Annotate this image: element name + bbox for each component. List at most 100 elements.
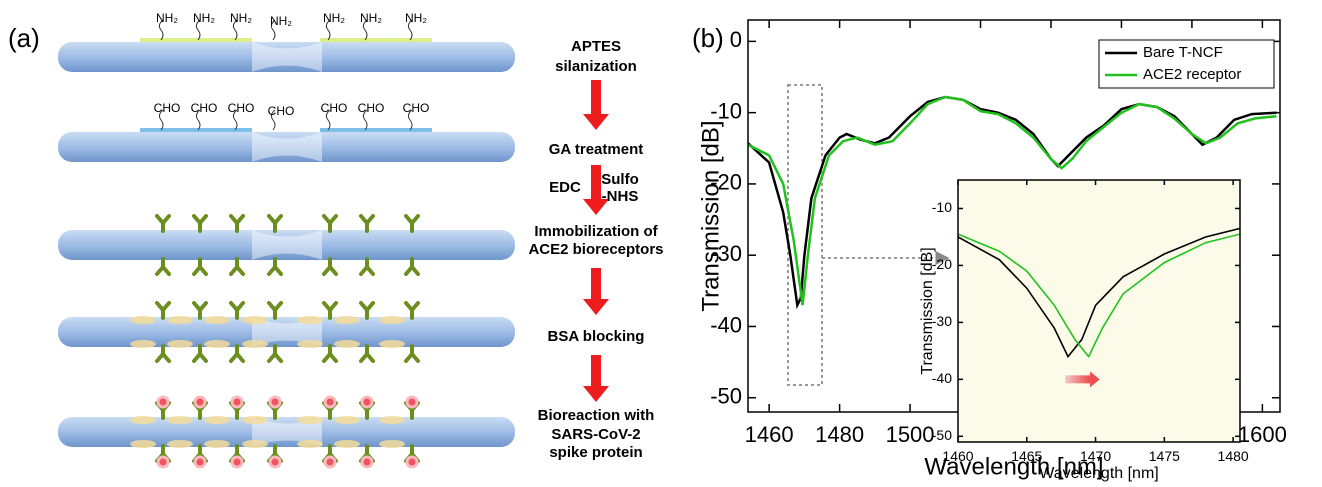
bsa <box>130 440 156 448</box>
step-label: silanization <box>555 58 637 75</box>
linker <box>407 19 413 41</box>
bsa <box>130 416 156 424</box>
taper <box>252 317 322 347</box>
linker <box>195 109 201 131</box>
x-tick-label: 1465 <box>1011 448 1042 464</box>
linker <box>362 19 368 41</box>
shift-arrow <box>1065 375 1091 384</box>
bioreceptor <box>155 301 171 320</box>
bsa <box>297 340 323 348</box>
spike-protein <box>230 395 244 409</box>
fiber-row <box>58 214 515 276</box>
bioreceptor <box>359 344 375 363</box>
group-label: CHO <box>268 104 295 118</box>
group-label: NH₂ <box>156 11 178 25</box>
bioreceptor <box>155 344 171 363</box>
spike-protein <box>405 395 419 409</box>
series-line <box>748 95 1277 306</box>
linker <box>407 109 413 131</box>
bsa <box>379 340 405 348</box>
bioreceptor <box>267 214 283 233</box>
bioreceptor <box>322 214 338 233</box>
group-label: CHO <box>228 101 255 115</box>
step-label: Immobilization of <box>534 223 658 240</box>
bioreceptor <box>404 301 420 320</box>
bsa <box>379 316 405 324</box>
spike-protein <box>323 455 337 469</box>
fiber <box>58 42 515 72</box>
spike-protein <box>156 455 170 469</box>
spike-protein <box>268 455 282 469</box>
y-axis-title: Transmission [dB] <box>919 247 936 374</box>
group-label: CHO <box>321 101 348 115</box>
group-label: NH₂ <box>323 11 345 25</box>
arrow-head <box>583 114 609 130</box>
arrow-shaft <box>591 165 601 201</box>
arrow-shaft <box>591 80 601 116</box>
legend-label: Bare T-NCF <box>1143 44 1223 61</box>
legend-box <box>1098 39 1275 89</box>
linker <box>325 19 331 41</box>
bsa <box>242 416 268 424</box>
legend-label: ACE2 receptor <box>1143 66 1241 83</box>
linker <box>232 19 238 41</box>
shift-arrow-head <box>1090 371 1100 388</box>
fiber <box>58 132 515 162</box>
taper <box>252 230 322 260</box>
bsa <box>334 416 360 424</box>
x-axis-title: Wavelength [nm] <box>924 453 1103 480</box>
arrow-head <box>583 386 609 402</box>
bsa <box>204 440 230 448</box>
bioreceptor <box>267 301 283 320</box>
bioreceptor <box>404 344 420 363</box>
y-tick-label: -50 <box>932 427 952 443</box>
step-label: ACE2 bioreceptors <box>528 241 663 258</box>
x-tick-label: 1475 <box>1149 448 1180 464</box>
plot-background <box>958 180 1240 442</box>
bioreceptor <box>322 301 338 320</box>
reagent-label: -NHS <box>602 188 639 205</box>
spike-protein <box>268 395 282 409</box>
bsa <box>379 416 405 424</box>
bioreceptor <box>404 214 420 233</box>
group-label: NH₂ <box>193 11 215 25</box>
coating <box>320 128 432 132</box>
step-label: spike protein <box>549 444 642 461</box>
y-tick-label: -40 <box>932 370 952 386</box>
y-tick-label: -10 <box>932 199 952 215</box>
coating <box>320 38 432 42</box>
group-label: NH₂ <box>230 11 252 25</box>
series-line <box>958 233 1240 359</box>
taper <box>252 42 322 72</box>
linker <box>158 19 164 41</box>
bioreceptor <box>192 301 208 320</box>
y-tick-label: 0 <box>730 27 742 52</box>
spike-protein <box>360 455 374 469</box>
arrow-head <box>583 199 609 215</box>
bsa <box>130 340 156 348</box>
step-label: GA treatment <box>549 141 643 158</box>
linker <box>325 109 331 131</box>
linker <box>195 19 201 41</box>
linker <box>270 109 276 131</box>
fiber-row: NH₂ NH₂ NH₂ NH₂ NH₂ NH₂ NH₂ <box>58 11 515 72</box>
bsa <box>242 340 268 348</box>
y-tick-label: -50 <box>710 384 742 409</box>
reagent-label: Sulfo <box>601 171 639 188</box>
fiber <box>58 317 515 347</box>
y-tick-label: -30 <box>710 241 742 266</box>
bioreceptor <box>192 344 208 363</box>
coating <box>140 128 252 132</box>
group-label: NH₂ <box>360 11 382 25</box>
group-label: CHO <box>154 101 181 115</box>
x-tick-label: 1500 <box>886 422 935 447</box>
group-label: CHO <box>358 101 385 115</box>
bioreceptor <box>229 344 245 363</box>
x-tick-label: 1460 <box>745 422 794 447</box>
spike-protein <box>230 455 244 469</box>
arrow-head <box>583 299 609 315</box>
bioreceptor <box>359 257 375 276</box>
bsa <box>167 340 193 348</box>
taper <box>252 417 322 447</box>
